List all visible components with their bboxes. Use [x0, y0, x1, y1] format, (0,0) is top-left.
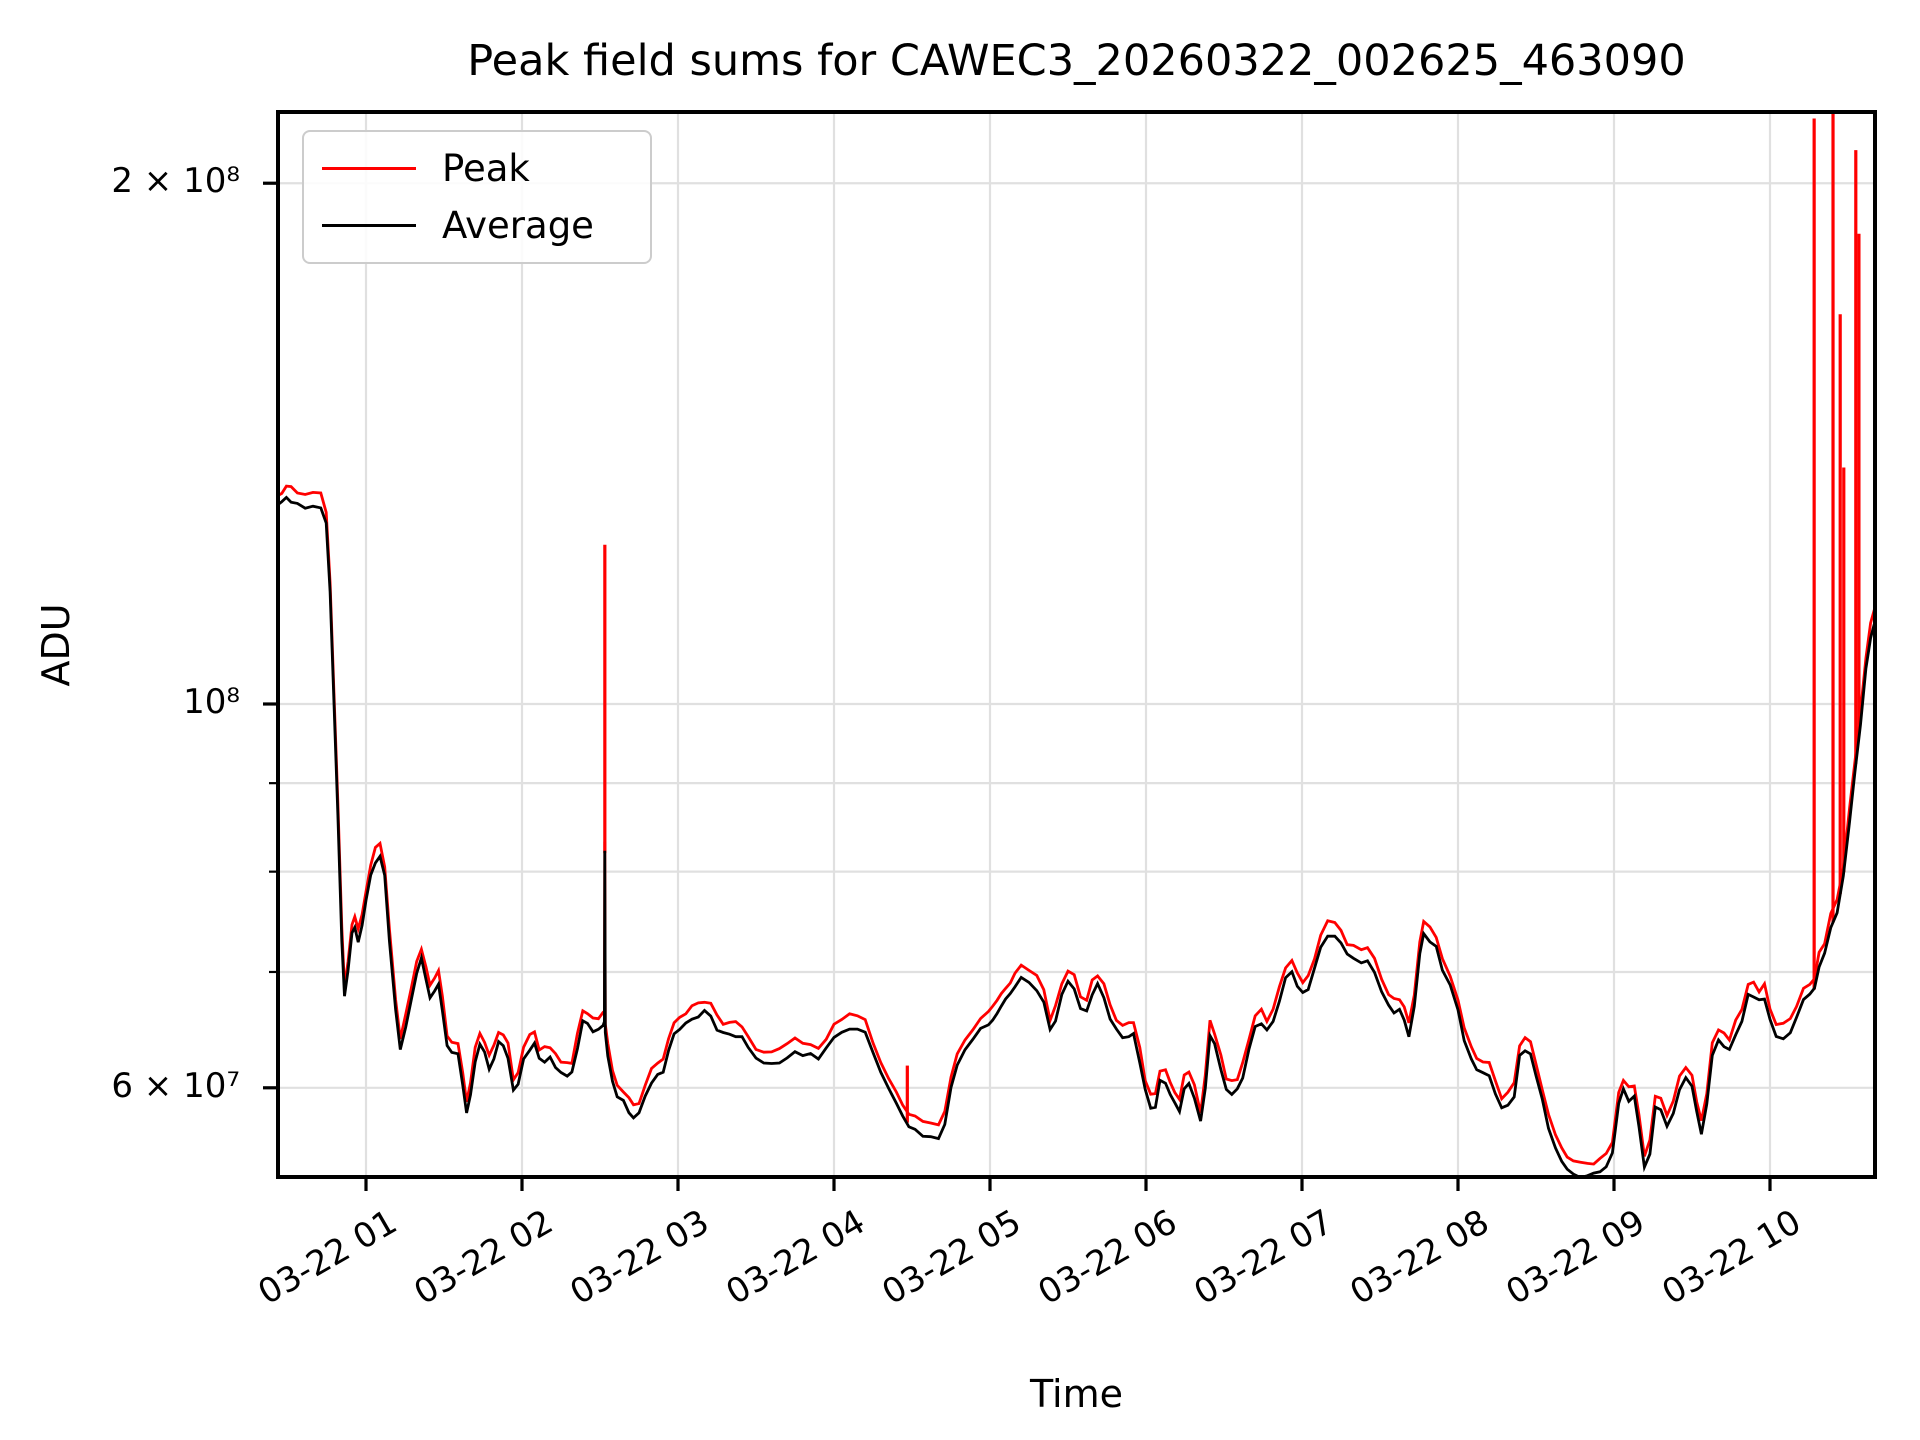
peak-line-swatch — [322, 167, 416, 171]
legend-label-average: Average — [442, 203, 594, 247]
y-tick-label: 10⁸ — [183, 682, 240, 722]
average-line-swatch — [322, 223, 416, 227]
legend-entry-peak: Peak — [304, 147, 650, 190]
y-tick-label: 6 × 10⁷ — [111, 1065, 240, 1106]
legend-entry-average: Average — [304, 204, 650, 247]
chart-title: Peak field sums for CAWEC3_20260322_0026… — [467, 36, 1686, 86]
legend: Peak Average — [302, 130, 652, 264]
y-axis-label: ADU — [34, 603, 78, 687]
peak-line — [278, 484, 1875, 1166]
axes-spines — [276, 110, 1877, 1179]
y-tick-label: 2 × 10⁸ — [111, 161, 240, 202]
x-axis-label: Time — [1030, 1372, 1123, 1416]
legend-label-peak: Peak — [442, 147, 530, 191]
average-line — [278, 495, 1875, 1177]
